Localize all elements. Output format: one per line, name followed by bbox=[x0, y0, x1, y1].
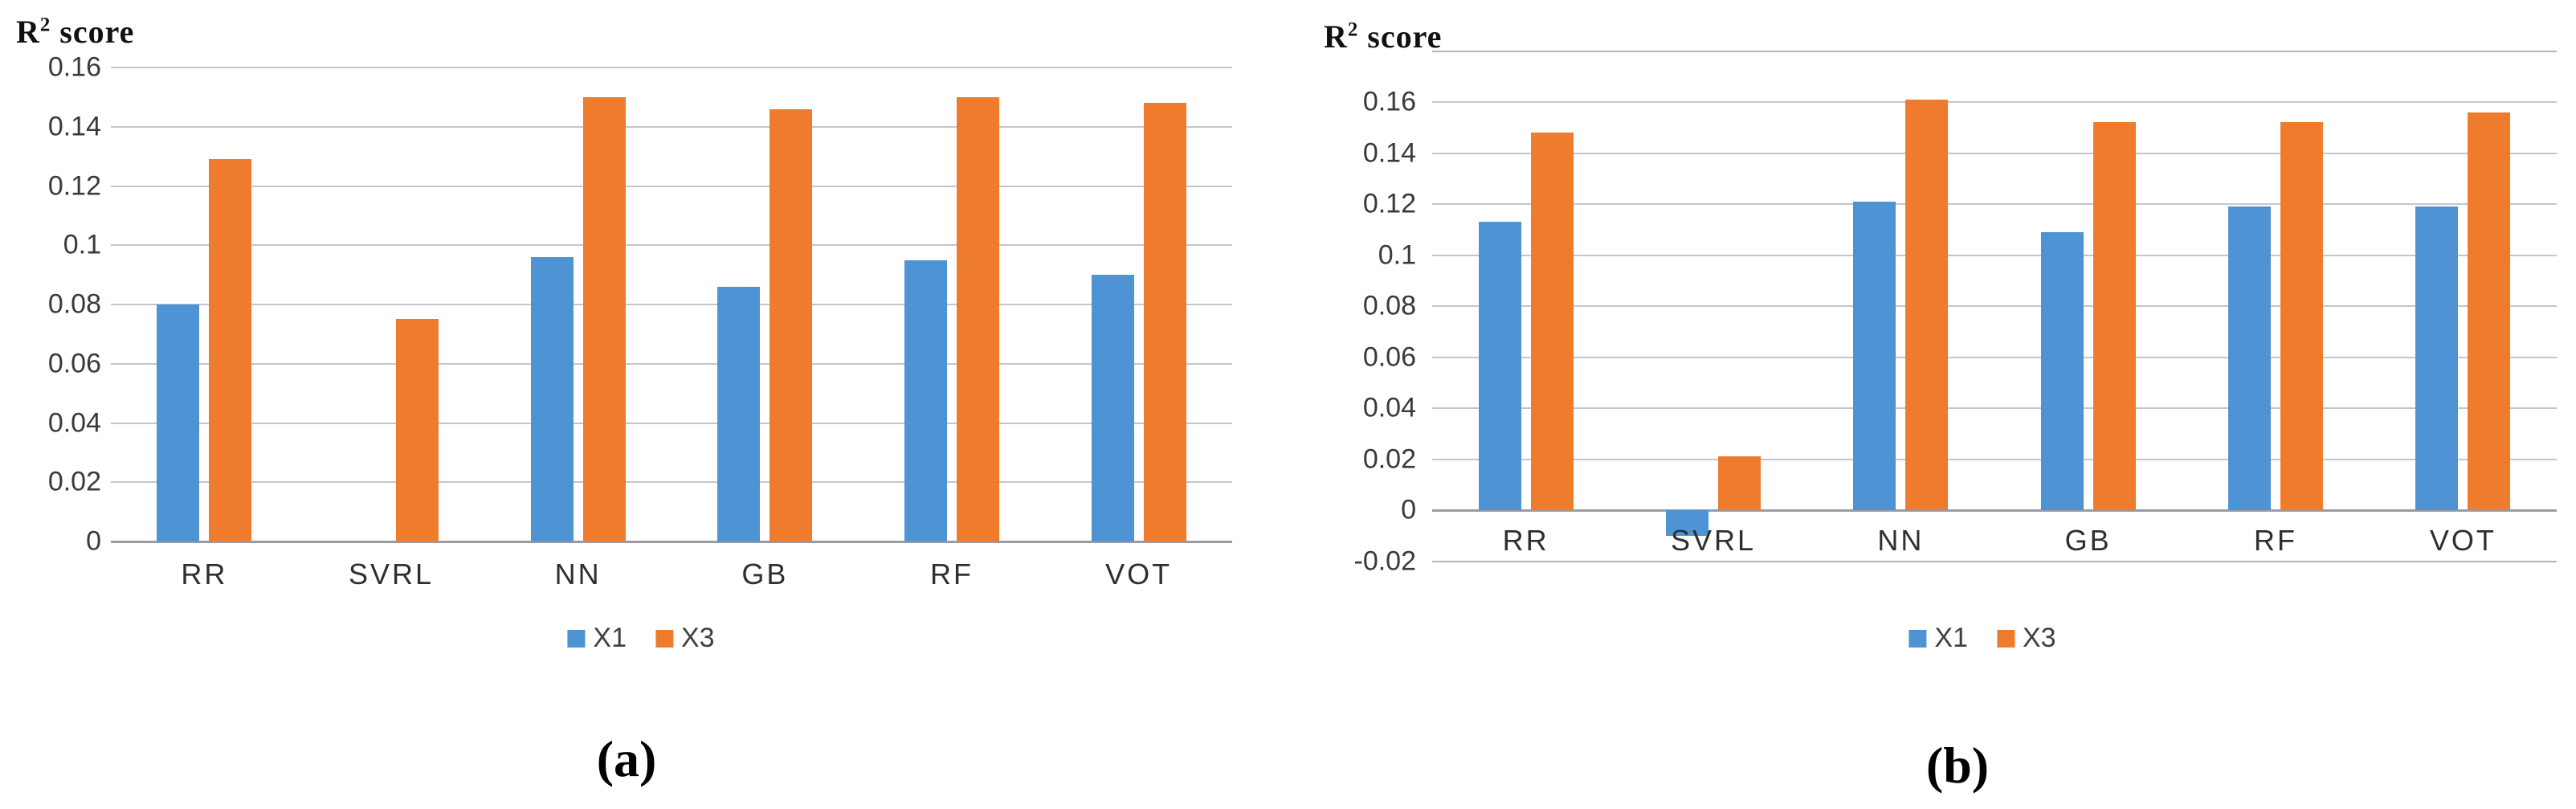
chart-b-title-base: R bbox=[1324, 18, 1348, 55]
chart-b-category-label-NN: NN bbox=[1877, 524, 1925, 557]
legend-swatch-icon bbox=[1997, 629, 2015, 648]
chart-a-gridline bbox=[111, 304, 1232, 305]
chart-b-ytick-label: -0.02 bbox=[1353, 545, 1417, 576]
chart-a-ytick-label: 0.14 bbox=[47, 111, 101, 142]
chart-a-bar-X3-GB bbox=[770, 108, 813, 541]
chart-b-gridline bbox=[1432, 356, 2557, 358]
chart-a-x-axis-line bbox=[111, 541, 1232, 543]
chart-b-category-label-RF: RF bbox=[2254, 524, 2297, 557]
chart-b-category-label-VOT: VOT bbox=[2429, 524, 2496, 557]
chart-b-gridline bbox=[1432, 458, 2557, 460]
chart-b-gridline bbox=[1432, 101, 2557, 103]
chart-b-gridline bbox=[1432, 50, 2557, 52]
chart-a-gridline bbox=[111, 422, 1232, 424]
chart-b-x-axis-line bbox=[1432, 509, 2557, 512]
chart-b-gridline bbox=[1432, 560, 2557, 562]
chart-b-legend-item-X3: X3 bbox=[1997, 623, 2056, 654]
chart-b-title-rest: score bbox=[1358, 18, 1443, 55]
chart-b-category-label-RR: RR bbox=[1502, 524, 1549, 557]
chart-a-category-label-RR: RR bbox=[181, 558, 228, 590]
chart-b-category-label-SVRL: SVRL bbox=[1670, 524, 1757, 557]
chart-a-ytick-label: 0 bbox=[86, 525, 101, 557]
chart-a-title-rest: score bbox=[51, 14, 135, 50]
chart-a-category-label-RF: RF bbox=[930, 558, 974, 590]
chart-a-caption: (a) bbox=[596, 730, 657, 787]
chart-b-legend: X1 X3 bbox=[1909, 623, 2056, 654]
chart-a-gridline bbox=[111, 244, 1232, 247]
chart-a-title: R2 score bbox=[16, 13, 134, 51]
legend-swatch-icon bbox=[655, 629, 673, 648]
chart-b-caption: (b) bbox=[1925, 737, 1990, 794]
chart-a-gridline bbox=[111, 67, 1232, 68]
chart-a-bar-X1-GB bbox=[717, 286, 761, 541]
chart-b-ytick-label: 0.02 bbox=[1362, 443, 1416, 474]
chart-b-gridline bbox=[1432, 305, 2557, 307]
chart-a-title-sup: 2 bbox=[39, 14, 51, 36]
chart-b-bar-X1-GB bbox=[2040, 231, 2084, 510]
chart-a-ytick-label: 0.06 bbox=[47, 348, 101, 379]
chart-a-bar-X3-RF bbox=[957, 96, 999, 541]
chart-a-ytick-label: 0.16 bbox=[47, 51, 101, 83]
chart-b-ytick-label: 0 bbox=[1401, 494, 1416, 525]
legend-swatch-icon bbox=[567, 629, 586, 648]
chart-b-bar-X1-RF bbox=[2228, 206, 2271, 510]
chart-a-gridline bbox=[111, 481, 1232, 484]
chart-b-bar-X1-NN bbox=[1853, 201, 1896, 510]
chart-a-bar-X1-RR bbox=[157, 304, 200, 541]
chart-b-bar-X1-RR bbox=[1478, 222, 1521, 510]
chart-b-ytick-label: 0.1 bbox=[1378, 239, 1416, 270]
chart-b-bar-X3-GB bbox=[2092, 122, 2136, 510]
chart-a-legend-item-X1: X1 bbox=[567, 623, 627, 654]
chart-a-category-label-GB: GB bbox=[741, 558, 789, 590]
chart-a-category-label-VOT: VOT bbox=[1105, 558, 1173, 590]
chart-b-bar-X3-RR bbox=[1530, 133, 1574, 510]
legend-label: X3 bbox=[2023, 623, 2056, 653]
chart-a-bar-X1-RF bbox=[904, 259, 947, 541]
chart-b-gridline bbox=[1432, 254, 2557, 256]
chart-b-gridline bbox=[1432, 203, 2557, 205]
chart-b-ytick-label: 0.12 bbox=[1362, 188, 1416, 219]
chart-b-bar-X1-SVRL bbox=[1666, 510, 1708, 536]
chart-a-bar-X3-NN bbox=[582, 96, 626, 541]
chart-a-bar-X1-NN bbox=[530, 257, 574, 541]
chart-a-bar-X3-SVRL bbox=[396, 319, 439, 541]
chart-a-legend-item-X3: X3 bbox=[655, 623, 715, 654]
chart-b-ytick-label: 0.14 bbox=[1362, 137, 1416, 168]
chart-a-category-label-NN: NN bbox=[554, 558, 602, 590]
chart-b-category-label-GB: GB bbox=[2064, 524, 2112, 557]
chart-b-bar-X3-SVRL bbox=[1718, 456, 1761, 510]
chart-a-ytick-label: 0.1 bbox=[63, 229, 101, 260]
chart-a-gridline bbox=[111, 125, 1232, 128]
chart-b-title-sup: 2 bbox=[1347, 18, 1359, 41]
legend-swatch-icon bbox=[1909, 629, 1927, 648]
chart-a-legend: X1 X3 bbox=[567, 623, 715, 654]
chart-a-title-base: R bbox=[16, 14, 40, 50]
chart-a-ytick-label: 0.04 bbox=[47, 407, 101, 438]
chart-b-ytick-label: 0.04 bbox=[1362, 392, 1416, 423]
chart-b-ytick-label: 0.16 bbox=[1362, 86, 1416, 117]
chart-b-legend-item-X1: X1 bbox=[1909, 623, 1968, 654]
chart-a-gridline bbox=[111, 362, 1232, 365]
legend-label: X1 bbox=[1934, 623, 1968, 653]
chart-a-category-label-SVRL: SVRL bbox=[348, 558, 435, 590]
chart-a-gridline bbox=[111, 185, 1232, 187]
chart-b-bar-X3-NN bbox=[1905, 99, 1949, 510]
chart-b-gridline bbox=[1432, 407, 2557, 409]
chart-b-bar-X3-VOT bbox=[2468, 112, 2511, 510]
chart-a-bar-X3-RR bbox=[209, 159, 252, 541]
legend-label: X1 bbox=[593, 623, 627, 653]
legend-label: X3 bbox=[681, 623, 715, 653]
chart-b-title: R2 score bbox=[1324, 18, 1442, 55]
chart-a-ytick-label: 0.12 bbox=[47, 170, 101, 201]
chart-b-ytick-label: 0.06 bbox=[1362, 341, 1416, 372]
chart-b-bar-X1-VOT bbox=[2415, 206, 2459, 510]
chart-b-gridline bbox=[1432, 152, 2557, 154]
chart-a-bar-X3-VOT bbox=[1143, 103, 1186, 541]
chart-b-ytick-label: 0.08 bbox=[1362, 290, 1416, 321]
chart-b-bar-X3-RF bbox=[2280, 122, 2323, 510]
chart-a-ytick-label: 0.08 bbox=[47, 288, 101, 320]
chart-a-bar-X1-VOT bbox=[1091, 275, 1134, 541]
chart-a-ytick-label: 0.02 bbox=[47, 466, 101, 497]
